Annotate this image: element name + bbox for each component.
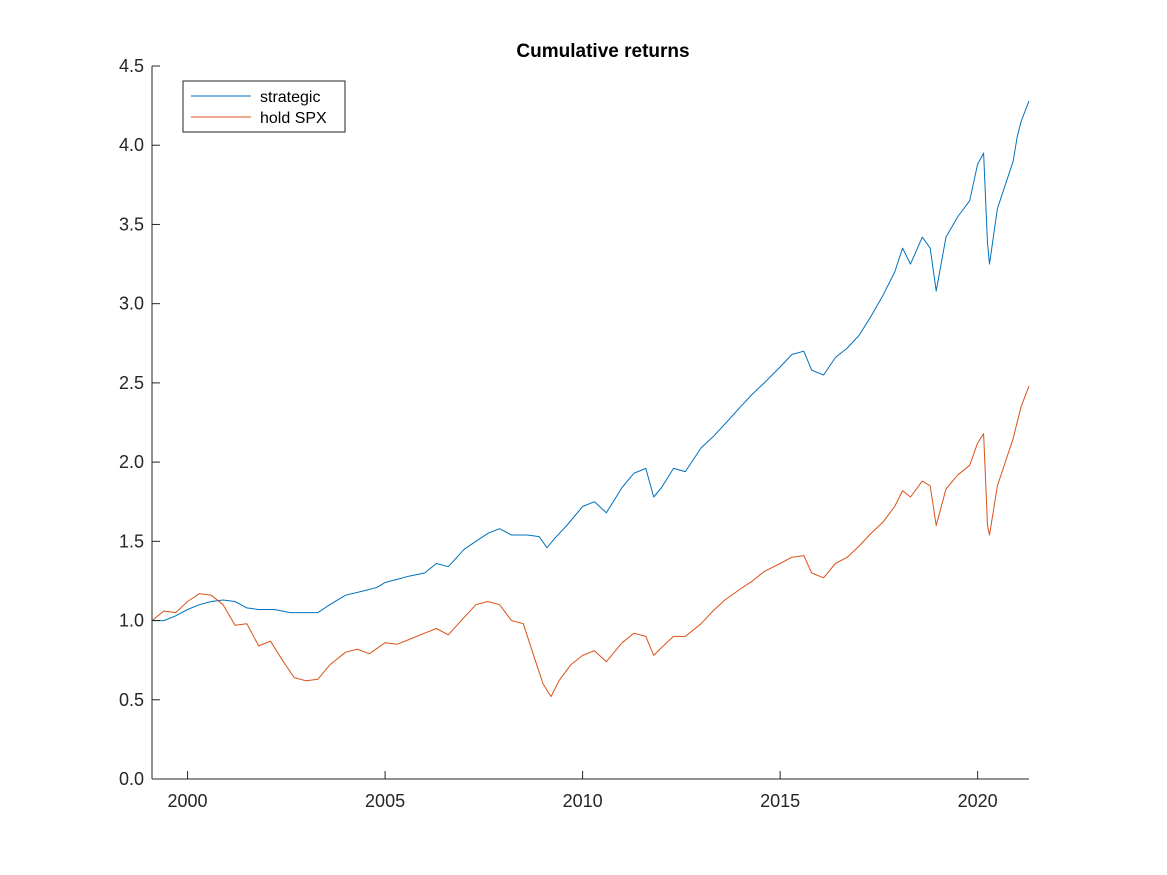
- x-tick-label: 2005: [365, 791, 405, 811]
- y-tick-label: 2.0: [119, 452, 144, 472]
- legend: strategic hold SPX: [182, 80, 346, 133]
- y-tick-label: 3.5: [119, 214, 144, 234]
- y-tick-label: 2.5: [119, 373, 144, 393]
- y-tick-label: 0.5: [119, 690, 144, 710]
- legend-label-strategic: strategic: [260, 89, 320, 106]
- x-tick-label: 2000: [168, 791, 208, 811]
- series-line-strategic: [152, 100, 1030, 622]
- y-tick-label: 1.5: [119, 531, 144, 551]
- y-tick-label: 3.0: [119, 294, 144, 314]
- legend-box: [182, 80, 346, 133]
- x-tick-label: 2015: [760, 791, 800, 811]
- y-tick-label: 4.5: [119, 56, 144, 76]
- y-tick-label: 4.0: [119, 135, 144, 155]
- y-tick-label: 1.0: [119, 611, 144, 631]
- y-tick-label: 0.0: [119, 769, 144, 789]
- plot-area: 0.0 0.5 1.0 1.5 2.0 2.5 3.0 3.5 4.0 4.5 2000 2005 20…: [119, 56, 1030, 811]
- chart-title: Cumulative returns: [516, 41, 689, 62]
- legend-label-hold-spx: hold SPX: [260, 110, 327, 127]
- series-line-hold-spx: [151, 385, 1030, 698]
- x-tick-label: 2010: [563, 791, 603, 811]
- x-tick-label: 2020: [958, 791, 998, 811]
